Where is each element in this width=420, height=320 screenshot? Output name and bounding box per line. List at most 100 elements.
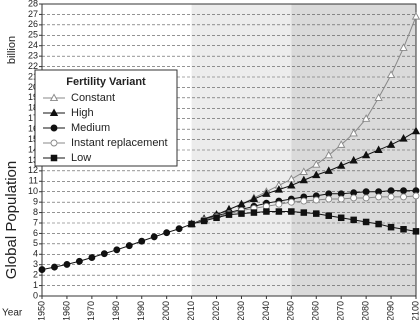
legend-box xyxy=(34,69,178,167)
marker xyxy=(387,193,395,201)
marker xyxy=(300,197,308,205)
y-tick-label: 0 xyxy=(33,290,38,300)
marker xyxy=(225,211,233,218)
marker xyxy=(299,175,308,184)
x-tick-label: 2020 xyxy=(211,301,221,320)
y-tick-label: 27 xyxy=(28,9,38,19)
y-tick-label: 21 xyxy=(28,71,38,81)
marker xyxy=(361,150,371,159)
marker xyxy=(349,155,358,164)
marker xyxy=(274,185,284,193)
y-tick-label: 25 xyxy=(28,30,38,40)
marker xyxy=(325,195,333,203)
x-tick-label: 2080 xyxy=(361,301,371,320)
marker xyxy=(337,140,346,148)
marker xyxy=(75,257,83,265)
marker xyxy=(375,220,382,228)
x-axis-label: Year xyxy=(2,308,23,319)
marker xyxy=(399,43,408,51)
x-tick-label: 2010 xyxy=(186,301,196,320)
marker xyxy=(400,226,407,233)
marker xyxy=(275,208,283,215)
x-tick-label: 1990 xyxy=(136,301,146,320)
marker xyxy=(337,161,346,169)
marker xyxy=(362,188,370,196)
marker xyxy=(163,229,171,237)
y-tick-label: 26 xyxy=(28,19,38,29)
marker xyxy=(313,210,320,217)
marker xyxy=(113,246,121,254)
x-tick-label: 1980 xyxy=(111,301,121,320)
marker xyxy=(362,194,370,202)
marker xyxy=(350,216,357,224)
x-tick-label: 2000 xyxy=(161,301,171,320)
marker xyxy=(387,187,395,195)
marker xyxy=(411,126,420,135)
marker xyxy=(299,167,308,175)
marker xyxy=(325,212,332,219)
x-tick-label: 2040 xyxy=(261,301,271,320)
marker xyxy=(412,228,420,235)
marker xyxy=(400,187,407,195)
y-tick-label: 12 xyxy=(28,165,38,175)
y-tick-label: 17 xyxy=(28,113,38,123)
marker xyxy=(374,93,383,101)
marker xyxy=(100,250,108,258)
marker xyxy=(275,200,283,208)
marker xyxy=(49,93,59,102)
y-axis-unit: billion xyxy=(6,36,18,64)
marker xyxy=(263,208,270,215)
y-tick-label: 24 xyxy=(28,40,38,50)
marker xyxy=(249,194,259,203)
marker xyxy=(324,150,333,159)
marker xyxy=(63,260,71,268)
y-axis-label: Global Population xyxy=(3,161,20,279)
y-tick-label: 9 xyxy=(33,197,38,207)
y-tick-label: 14 xyxy=(28,144,38,154)
marker xyxy=(361,114,371,122)
y-tick-label: 10 xyxy=(28,186,38,196)
marker xyxy=(188,220,195,228)
marker xyxy=(250,209,258,216)
marker xyxy=(213,214,220,222)
x-tick-label: 2070 xyxy=(336,301,346,320)
x-tick-label: 1960 xyxy=(61,301,71,320)
marker xyxy=(287,180,296,189)
marker xyxy=(387,223,395,231)
x-tick-label: 2060 xyxy=(311,301,321,320)
x-tick-label: 2100 xyxy=(410,301,420,320)
y-tick-label: 3 xyxy=(33,259,38,269)
marker xyxy=(262,189,271,197)
marker xyxy=(350,194,358,202)
y-tick-label: 15 xyxy=(28,134,38,144)
marker xyxy=(288,208,295,215)
legend-title: Fertility Variant xyxy=(66,76,146,88)
marker xyxy=(287,198,295,206)
marker xyxy=(349,128,358,137)
marker xyxy=(138,237,146,245)
marker xyxy=(362,218,370,226)
legend-label: Medium xyxy=(71,122,110,134)
y-tick-label: 28 xyxy=(28,0,38,8)
marker xyxy=(312,160,321,168)
legend-label: Instant replacement xyxy=(71,137,168,149)
marker xyxy=(337,195,345,203)
marker xyxy=(386,140,396,148)
marker xyxy=(150,233,158,241)
y-tick-label: 6 xyxy=(33,228,38,238)
marker xyxy=(411,11,420,20)
marker xyxy=(88,254,96,261)
y-tick-label: 23 xyxy=(28,51,38,61)
y-tick-label: 18 xyxy=(28,103,38,113)
marker xyxy=(238,210,245,217)
x-tick-label: 2050 xyxy=(286,301,296,320)
marker xyxy=(300,209,308,216)
marker xyxy=(175,225,183,233)
legend-label: High xyxy=(71,107,94,119)
x-tick-label: 1970 xyxy=(86,301,96,320)
marker xyxy=(49,108,59,117)
y-tick-label: 11 xyxy=(29,176,38,186)
marker xyxy=(200,217,208,225)
marker xyxy=(374,145,383,154)
